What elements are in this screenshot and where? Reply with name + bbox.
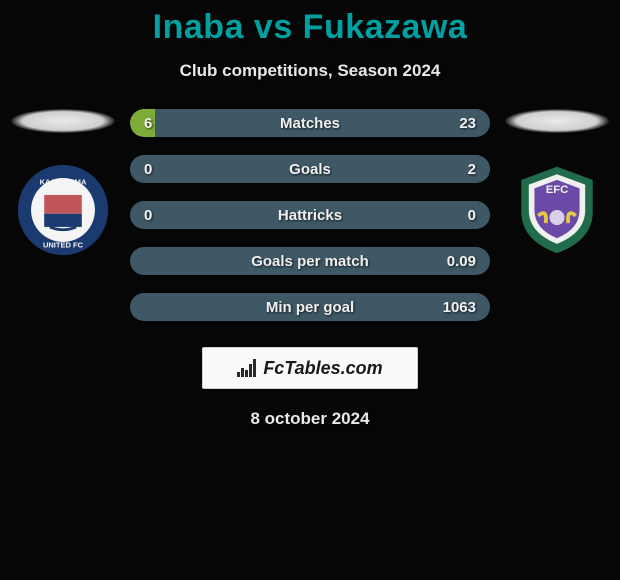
date-line: 8 october 2024	[0, 409, 620, 429]
stat-value-right: 0.09	[436, 253, 476, 270]
stat-bar: Min per goal1063	[130, 293, 490, 321]
efc-logo-icon: EFC	[510, 163, 604, 257]
ellipse-shadow-left	[11, 109, 115, 133]
left-club-column: KAGOSHIMA UNITED FC	[8, 109, 118, 257]
main-row: KAGOSHIMA UNITED FC 6Matches23 0Goals2 0Ha…	[0, 109, 620, 321]
ellipse-shadow-right	[505, 109, 609, 133]
page-title: Inaba vs Fukazawa	[0, 8, 620, 47]
left-club-logo: KAGOSHIMA UNITED FC	[16, 163, 110, 257]
svg-text:UNITED FC: UNITED FC	[43, 241, 84, 250]
stat-value-right: 23	[436, 115, 476, 132]
stat-value-right: 1063	[436, 299, 476, 316]
brand-box[interactable]: FcTables.com	[202, 347, 418, 389]
stats-column: 6Matches23 0Goals2 0Hattricks0 Goals per ma…	[130, 109, 490, 321]
right-club-column: EFC	[502, 109, 612, 257]
stat-bar: 6Matches23	[130, 109, 490, 137]
stat-value-right: 2	[436, 161, 476, 178]
comparison-container: Inaba vs Fukazawa Club competitions, Sea…	[0, 0, 620, 429]
chart-icon	[237, 359, 259, 377]
stat-value-right: 0	[436, 207, 476, 224]
right-club-logo: EFC	[510, 163, 604, 257]
svg-text:EFC: EFC	[546, 184, 569, 196]
kagoshima-logo-icon: KAGOSHIMA UNITED FC	[16, 163, 110, 257]
svg-text:KAGOSHIMA: KAGOSHIMA	[40, 178, 87, 187]
brand-label: FcTables.com	[263, 358, 382, 379]
stat-bar: 0Goals2	[130, 155, 490, 183]
stat-bar: Goals per match0.09	[130, 247, 490, 275]
stat-bar: 0Hattricks0	[130, 201, 490, 229]
page-subtitle: Club competitions, Season 2024	[0, 61, 620, 81]
